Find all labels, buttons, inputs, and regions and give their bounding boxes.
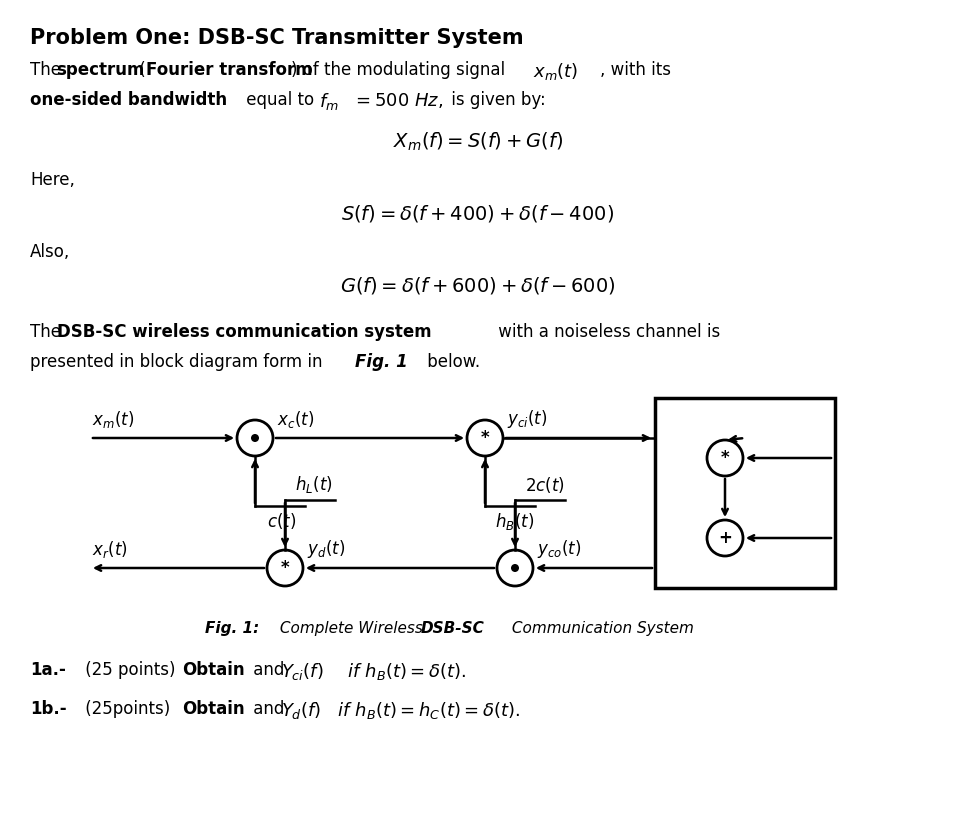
- Text: Fig. 1:: Fig. 1:: [205, 621, 259, 636]
- FancyBboxPatch shape: [655, 398, 835, 588]
- Text: $x_r(t)$: $x_r(t)$: [92, 539, 128, 560]
- Text: $Y_d(f)$: $Y_d(f)$: [281, 700, 321, 721]
- Text: , with its: , with its: [600, 61, 671, 79]
- Text: $X_m(f) = S(f) + G(f)$: $X_m(f) = S(f) + G(f)$: [393, 131, 563, 153]
- Text: Fig. 1: Fig. 1: [355, 353, 408, 371]
- Text: Here,: Here,: [30, 171, 75, 189]
- Text: $x_m(t)$: $x_m(t)$: [92, 409, 134, 430]
- Text: DSB-SC: DSB-SC: [421, 621, 485, 636]
- Text: $2c(t)$: $2c(t)$: [525, 475, 565, 495]
- Text: Also,: Also,: [30, 243, 70, 261]
- Text: and: and: [248, 661, 290, 679]
- Text: DSB-SC wireless communication system: DSB-SC wireless communication system: [56, 323, 431, 341]
- Text: Fourier transform: Fourier transform: [146, 61, 313, 79]
- Text: equal to: equal to: [241, 91, 319, 109]
- Text: is given by:: is given by:: [446, 91, 546, 109]
- Text: presented in block diagram form in: presented in block diagram form in: [30, 353, 328, 371]
- Text: Obtain: Obtain: [182, 700, 245, 718]
- Text: *: *: [281, 559, 290, 577]
- Text: $h_B(t)$: $h_B(t)$: [495, 511, 534, 532]
- Text: $x_c(t)$: $x_c(t)$: [277, 409, 315, 430]
- Text: Problem One: DSB-SC Transmitter System: Problem One: DSB-SC Transmitter System: [30, 28, 524, 48]
- Text: $h_L(t)$: $h_L(t)$: [295, 474, 333, 495]
- Text: $y_d(t)$: $y_d(t)$: [307, 538, 345, 560]
- Text: $y_c(t)$: $y_c(t)$: [720, 487, 757, 509]
- Text: one-sided bandwidth: one-sided bandwidth: [30, 91, 228, 109]
- Text: and: and: [248, 700, 290, 718]
- Text: $c(t)$: $c(t)$: [267, 511, 296, 531]
- Text: The: The: [30, 61, 66, 79]
- Text: ) of the modulating signal: ) of the modulating signal: [291, 61, 511, 79]
- Text: $x_m(t)$: $x_m(t)$: [533, 61, 578, 82]
- Text: $= 500\ Hz,$: $= 500\ Hz,$: [352, 91, 444, 110]
- Text: $Y_{ci}(f)$: $Y_{ci}(f)$: [281, 661, 324, 682]
- Text: if $h_B(t) = h_C(t) = \delta(t).$: if $h_B(t) = h_C(t) = \delta(t).$: [332, 700, 520, 721]
- Text: (: (: [134, 61, 145, 79]
- Circle shape: [511, 564, 519, 572]
- Text: The: The: [30, 323, 66, 341]
- Text: $G(f) = \delta(f + 600) + \delta(f - 600)$: $G(f) = \delta(f + 600) + \delta(f - 600…: [340, 275, 616, 296]
- Text: $S(f) = \delta(f + 400) + \delta(f - 400)$: $S(f) = \delta(f + 400) + \delta(f - 400…: [341, 203, 615, 224]
- Text: $h_C(t)$: $h_C(t)$: [749, 427, 789, 448]
- Text: *: *: [721, 449, 729, 467]
- Text: $f_m$: $f_m$: [319, 91, 338, 112]
- Text: 1b.-: 1b.-: [30, 700, 67, 718]
- Text: (25 points): (25 points): [80, 661, 186, 679]
- Text: $y_{co}(t)$: $y_{co}(t)$: [537, 538, 581, 560]
- Text: with a noiseless channel is: with a noiseless channel is: [493, 323, 720, 341]
- Circle shape: [251, 434, 259, 442]
- Text: spectrum: spectrum: [56, 61, 145, 79]
- Text: *: *: [481, 429, 489, 447]
- Text: if $h_B(t) = \delta(t).$: if $h_B(t) = \delta(t).$: [342, 661, 467, 682]
- Text: +: +: [718, 529, 732, 547]
- Text: Complete Wireless: Complete Wireless: [275, 621, 427, 636]
- Text: 1a.-: 1a.-: [30, 661, 66, 679]
- Text: Obtain: Obtain: [182, 661, 245, 679]
- Text: Communication System: Communication System: [507, 621, 694, 636]
- Text: below.: below.: [422, 353, 480, 371]
- Text: $n(t)$: $n(t)$: [749, 508, 780, 528]
- Text: (25points): (25points): [80, 700, 181, 718]
- Text: $y_{ci}(t)$: $y_{ci}(t)$: [507, 408, 548, 430]
